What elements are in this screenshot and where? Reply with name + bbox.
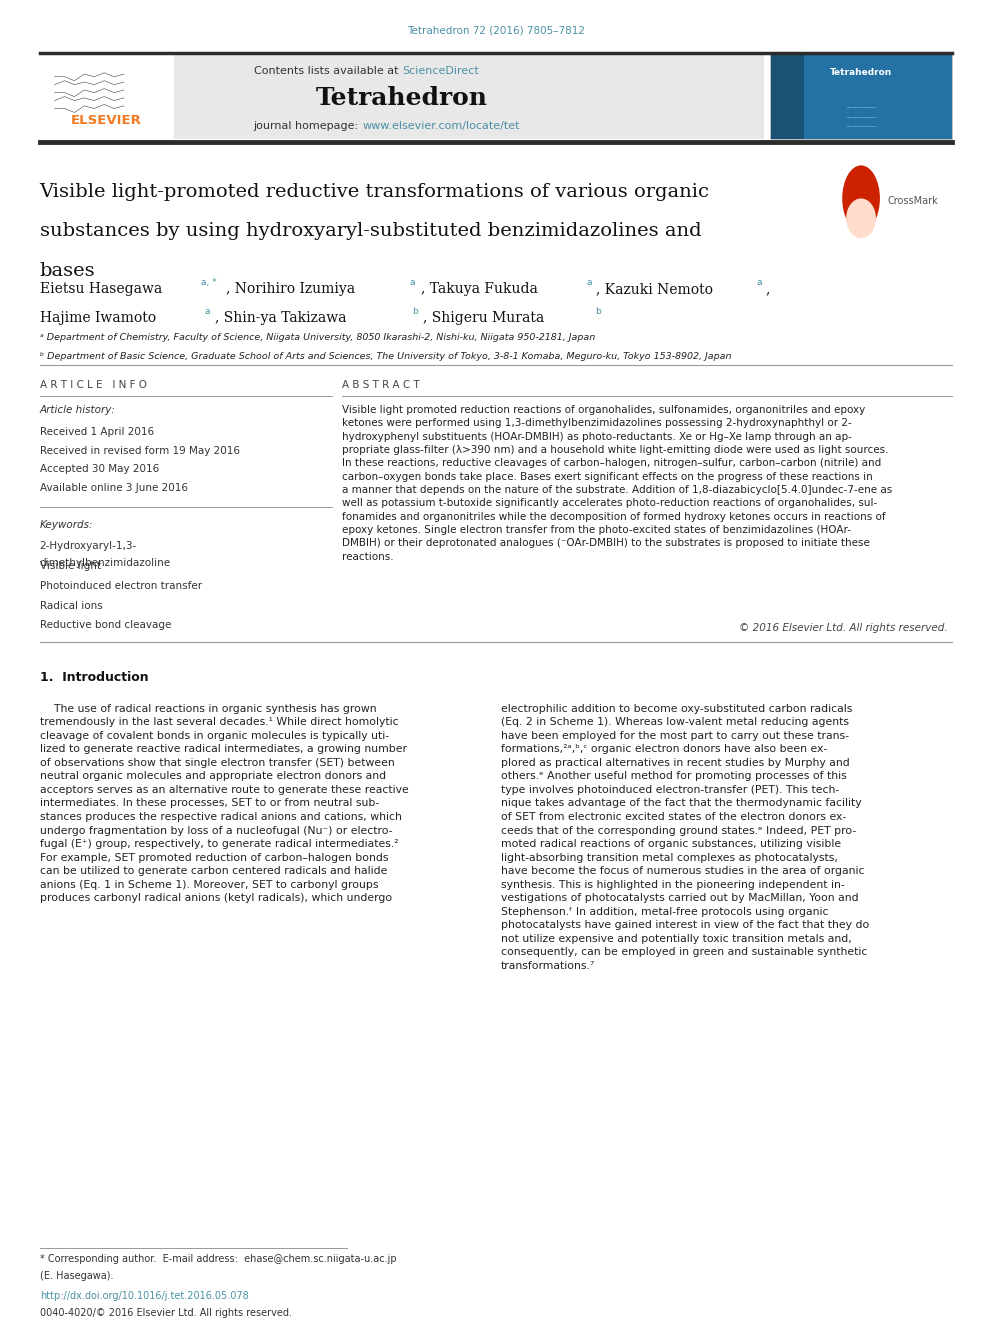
Text: ᵇ Department of Basic Science, Graduate School of Arts and Sciences, The Univers: ᵇ Department of Basic Science, Graduate … — [40, 352, 731, 361]
Text: dimethylbenzimidazoline: dimethylbenzimidazoline — [40, 558, 171, 569]
Text: , Shigeru Murata: , Shigeru Murata — [423, 311, 544, 325]
Text: substances by using hydroxyaryl-substituted benzimidazolines and: substances by using hydroxyaryl-substitu… — [40, 222, 701, 241]
FancyBboxPatch shape — [770, 53, 952, 139]
Text: ELSEVIER: ELSEVIER — [70, 114, 142, 127]
Text: Tetrahedron: Tetrahedron — [830, 69, 892, 77]
Text: ___________: ___________ — [846, 112, 876, 118]
Text: a, *: a, * — [201, 278, 217, 287]
Text: Visible light: Visible light — [40, 561, 100, 572]
Text: journal homepage:: journal homepage: — [253, 120, 362, 131]
Text: Visible light promoted reduction reactions of organohalides, sulfonamides, organ: Visible light promoted reduction reactio… — [342, 405, 893, 562]
Text: ,: , — [766, 282, 770, 296]
Text: Accepted 30 May 2016: Accepted 30 May 2016 — [40, 464, 159, 475]
Text: , Kazuki Nemoto: , Kazuki Nemoto — [596, 282, 713, 296]
Text: Photoinduced electron transfer: Photoinduced electron transfer — [40, 581, 201, 591]
FancyBboxPatch shape — [174, 53, 764, 139]
Text: Visible light-promoted reductive transformations of various organic: Visible light-promoted reductive transfo… — [40, 183, 709, 201]
Text: © 2016 Elsevier Ltd. All rights reserved.: © 2016 Elsevier Ltd. All rights reserved… — [739, 623, 947, 634]
Text: a: a — [586, 278, 592, 287]
Text: A R T I C L E   I N F O: A R T I C L E I N F O — [40, 380, 147, 390]
Text: 1.  Introduction: 1. Introduction — [40, 671, 149, 684]
Text: Hajime Iwamoto: Hajime Iwamoto — [40, 311, 156, 325]
Text: b: b — [595, 307, 601, 316]
Text: Radical ions: Radical ions — [40, 601, 102, 611]
Text: a: a — [757, 278, 763, 287]
Text: Eietsu Hasegawa: Eietsu Hasegawa — [40, 282, 162, 296]
Text: Tetrahedron 72 (2016) 7805–7812: Tetrahedron 72 (2016) 7805–7812 — [407, 25, 585, 36]
Text: The use of radical reactions in organic synthesis has grown
tremendously in the : The use of radical reactions in organic … — [40, 704, 409, 904]
Text: Tetrahedron: Tetrahedron — [315, 86, 488, 110]
Text: Available online 3 June 2016: Available online 3 June 2016 — [40, 483, 187, 493]
Text: ᵃ Department of Chemistry, Faculty of Science, Niigata University, 8050 Ikarashi: ᵃ Department of Chemistry, Faculty of Sc… — [40, 333, 595, 343]
Ellipse shape — [846, 198, 876, 238]
Text: http://dx.doi.org/10.1016/j.tet.2016.05.078: http://dx.doi.org/10.1016/j.tet.2016.05.… — [40, 1291, 248, 1302]
Text: 2-Hydroxyaryl-1,3-: 2-Hydroxyaryl-1,3- — [40, 541, 137, 552]
FancyBboxPatch shape — [40, 53, 174, 139]
Text: CrossMark: CrossMark — [888, 196, 938, 206]
Text: www.elsevier.com/locate/tet: www.elsevier.com/locate/tet — [362, 120, 520, 131]
Text: Article history:: Article history: — [40, 405, 115, 415]
Text: bases: bases — [40, 262, 95, 280]
FancyBboxPatch shape — [804, 53, 952, 139]
Text: , Shin-ya Takizawa: , Shin-ya Takizawa — [215, 311, 347, 325]
Text: Received in revised form 19 May 2016: Received in revised form 19 May 2016 — [40, 446, 240, 456]
Text: electrophilic addition to become oxy-substituted carbon radicals
(Eq. 2 in Schem: electrophilic addition to become oxy-sub… — [501, 704, 869, 971]
Text: a: a — [204, 307, 210, 316]
Text: Received 1 April 2016: Received 1 April 2016 — [40, 427, 154, 438]
Text: ___________: ___________ — [846, 103, 876, 108]
Text: Reductive bond cleavage: Reductive bond cleavage — [40, 620, 171, 631]
Text: , Norihiro Izumiya: , Norihiro Izumiya — [226, 282, 355, 296]
Text: ScienceDirect: ScienceDirect — [402, 66, 478, 77]
Text: , Takuya Fukuda: , Takuya Fukuda — [421, 282, 538, 296]
Ellipse shape — [842, 165, 880, 232]
Text: ___________: ___________ — [846, 122, 876, 127]
Text: 0040-4020/© 2016 Elsevier Ltd. All rights reserved.: 0040-4020/© 2016 Elsevier Ltd. All right… — [40, 1308, 292, 1319]
Text: (E. Hasegawa).: (E. Hasegawa). — [40, 1271, 113, 1282]
Text: A B S T R A C T: A B S T R A C T — [342, 380, 420, 390]
Text: Keywords:: Keywords: — [40, 520, 93, 531]
Text: b: b — [412, 307, 418, 316]
Text: Contents lists available at: Contents lists available at — [254, 66, 402, 77]
Text: a: a — [410, 278, 416, 287]
Text: * Corresponding author.  E-mail address:  ehase@chem.sc.niigata-u.ac.jp: * Corresponding author. E-mail address: … — [40, 1254, 397, 1265]
